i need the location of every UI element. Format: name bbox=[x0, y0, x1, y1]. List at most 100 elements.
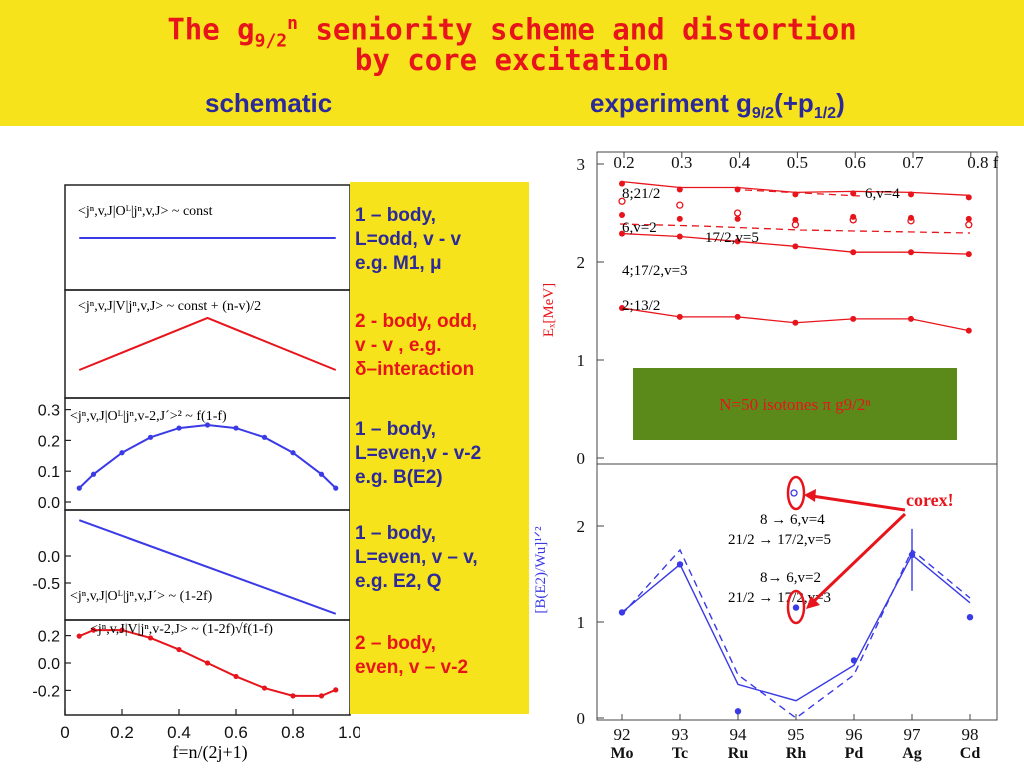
schematic-xtick-label: 0 bbox=[60, 723, 69, 742]
corex-circle-lower bbox=[786, 589, 806, 625]
schematic-point bbox=[333, 687, 339, 693]
level-point bbox=[965, 221, 973, 229]
level-point bbox=[849, 216, 857, 224]
level-point bbox=[676, 201, 684, 209]
level-point bbox=[965, 327, 972, 334]
be2-xtick-element: Pd bbox=[845, 745, 864, 762]
be2-experiment-point bbox=[792, 604, 800, 611]
schematic-point bbox=[147, 434, 154, 440]
corex-arrowhead-lower bbox=[806, 596, 820, 609]
be2-hollow-point bbox=[790, 489, 798, 497]
be2-xtick-z: 92 bbox=[614, 725, 631, 744]
schematic-ytick-label: -0.5 bbox=[32, 576, 60, 593]
level-line-6-v2 bbox=[619, 223, 971, 234]
be2-xtick-z: 98 bbox=[962, 725, 979, 744]
level-point bbox=[619, 180, 625, 187]
subtitle-schematic: schematic bbox=[205, 88, 333, 118]
schematic-point bbox=[147, 635, 154, 641]
schematic-point bbox=[119, 627, 125, 633]
description-4: 1 – body, L=even, v – v, e.g. E2, Q bbox=[355, 523, 478, 592]
top-tick-label: 0.3 bbox=[671, 153, 692, 172]
be2-xtick-element: Tc bbox=[672, 745, 688, 762]
level-point bbox=[792, 319, 799, 326]
description-panel bbox=[350, 182, 529, 714]
schematic-ytick-label: 0.1 bbox=[38, 464, 60, 481]
schematic-point bbox=[318, 471, 325, 477]
be2-xtick-element: Cd bbox=[960, 745, 981, 762]
level-point bbox=[792, 243, 799, 250]
level-point bbox=[618, 197, 626, 205]
level-point bbox=[619, 305, 625, 312]
level-point bbox=[850, 190, 857, 197]
corex-arrowhead-upper bbox=[804, 489, 816, 502]
schematic-curve-3 bbox=[78, 423, 337, 489]
schematic-xtick-label: 0.4 bbox=[167, 723, 191, 742]
annotation-21-2-17-2-v5: 21/2 → 17/2,v=5 bbox=[728, 532, 831, 548]
top-tick-label: 0.8 f bbox=[967, 153, 999, 172]
schematic-point bbox=[233, 673, 239, 680]
level-point bbox=[676, 233, 683, 240]
schematic-point bbox=[233, 425, 239, 431]
top-tick-label: 0.4 bbox=[729, 153, 751, 172]
corex-arrow-upper bbox=[811, 494, 906, 512]
slide-title-line1: The g9/2n seniority scheme and distortio… bbox=[167, 12, 857, 52]
be2-experiment-point bbox=[850, 657, 858, 664]
schematic-curve-2 bbox=[78, 316, 337, 371]
schematic-ytick-label: 0.0 bbox=[38, 656, 60, 673]
top-tick-label: 0.6 bbox=[845, 153, 866, 172]
energy-ytick-label: 1 bbox=[577, 351, 586, 370]
schematic-ytick-label: 0.3 bbox=[38, 403, 60, 420]
schematic-point bbox=[76, 633, 82, 639]
be2-ylabel: [B(E2)/Wu]¹ᐟ² bbox=[533, 526, 549, 614]
energy-ytick-label: 2 bbox=[577, 253, 586, 272]
level-point bbox=[676, 215, 683, 222]
annotation-21-2-17-2-v3: 21/2 → 17/2,v=3 bbox=[728, 590, 831, 606]
level-point bbox=[792, 191, 799, 198]
be2-xtick-element: Ru bbox=[728, 745, 749, 762]
panel-3-label: <jⁿ,v,J|Oᴸ|jⁿ,v-2,J´>² ~ f(1-f) bbox=[70, 409, 227, 424]
be2-ytick-label: 1 bbox=[577, 613, 586, 632]
energy-ytick-label: 0 bbox=[577, 449, 586, 468]
schematic-point bbox=[261, 434, 268, 440]
be2-experiment-point bbox=[676, 561, 684, 568]
be2-xtick-z: 93 bbox=[672, 725, 689, 744]
schematic-ytick-label: 0.2 bbox=[38, 629, 60, 646]
schematic-point bbox=[318, 693, 325, 699]
schematic-ytick-label: -0.2 bbox=[32, 683, 60, 700]
header-banner: The g9/2n seniority scheme and distortio… bbox=[0, 0, 1024, 126]
be2-xtick-z: 96 bbox=[846, 725, 863, 744]
schematic-point bbox=[261, 685, 268, 691]
be2-ytick-label: 0 bbox=[577, 709, 586, 728]
level-point bbox=[734, 186, 741, 193]
level-point bbox=[792, 216, 799, 223]
schematic-xtick-label: 0.8 bbox=[281, 723, 305, 742]
level-label-8-21-2: 8;21/2 bbox=[622, 186, 660, 202]
schematic-point bbox=[119, 450, 125, 456]
level-label-6-v2: 6,v=2 bbox=[622, 220, 657, 236]
description-5: 2 – body, even, v – v-2 bbox=[355, 633, 469, 678]
panel-4-label: <jⁿ,v,J|Oᴸ|jⁿ,v,J´> ~ (1-2f) bbox=[70, 589, 213, 604]
be2-xtick-z: 94 bbox=[730, 725, 748, 744]
schematic-point bbox=[176, 646, 182, 653]
panel-2-label: <jⁿ,v,J|V|jⁿ,v,J> ~ const + (n-v)/2 bbox=[78, 299, 261, 314]
level-line bbox=[621, 307, 969, 332]
level-point bbox=[850, 249, 857, 256]
be2-experiment-point bbox=[734, 708, 742, 715]
top-tick-label: 0.2 bbox=[613, 153, 634, 172]
subtitle-experiment: experiment g9/2(+p1/2) bbox=[590, 88, 845, 123]
be2-xtick-element: Ag bbox=[902, 745, 922, 762]
energy-ytick-label: 3 bbox=[577, 155, 586, 174]
top-tick-label: 0.7 bbox=[902, 153, 924, 172]
level-line-6-v4 bbox=[744, 189, 861, 197]
schematic-ytick-label: 0.0 bbox=[38, 495, 60, 512]
level-point bbox=[908, 315, 914, 322]
energy-ylabel: Eₓ[MeV] bbox=[541, 283, 557, 337]
be2-xtick-z: 95 bbox=[788, 725, 805, 744]
level-point bbox=[733, 209, 742, 217]
corex-circle-upper bbox=[786, 475, 806, 511]
description-2: 2 - body, odd, v - v , e.g. δ–interactio… bbox=[355, 311, 478, 380]
schematic-point bbox=[90, 471, 97, 477]
level-label-6-v4: 6,v=4 bbox=[865, 186, 900, 202]
be2-experiment-point bbox=[618, 609, 626, 616]
level-point bbox=[619, 230, 625, 237]
